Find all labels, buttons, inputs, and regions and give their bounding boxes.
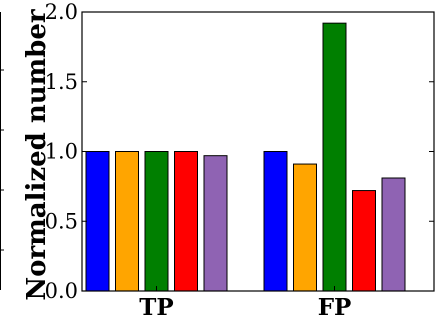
- y-tick-label: 2.0: [45, 0, 78, 24]
- bar-fp-3: [322, 22, 347, 292]
- y-ticks-group: 0.0 0.5 1.0 1.5 2.0: [45, 0, 434, 303]
- x-categories-group: TP FP: [139, 286, 351, 320]
- left-panel-edge: [0, 12, 4, 290]
- y-tick-label: 1.0: [45, 140, 78, 164]
- bar-tp-4: [174, 151, 198, 292]
- bar-tp-5: [203, 155, 228, 292]
- bar-fp-2: [293, 163, 317, 292]
- y-tick-label: 0.0: [45, 279, 78, 303]
- bar-fp-1: [263, 151, 288, 292]
- bar-tp-2: [115, 151, 139, 292]
- plot-frame: [81, 11, 435, 292]
- bar-tp-3: [144, 151, 169, 292]
- y-tick-label: 0.5: [45, 209, 78, 233]
- x-category-label-tp: TP: [139, 294, 173, 320]
- x-category-label-fp: FP: [318, 294, 352, 320]
- bars-group: [85, 22, 406, 292]
- y-tick-label: 1.5: [45, 70, 78, 94]
- bar-fp-5: [381, 177, 406, 292]
- bar-fp-4: [352, 190, 376, 292]
- y-axis-label: Normalized number: [22, 9, 52, 300]
- bar-tp-1: [85, 151, 110, 292]
